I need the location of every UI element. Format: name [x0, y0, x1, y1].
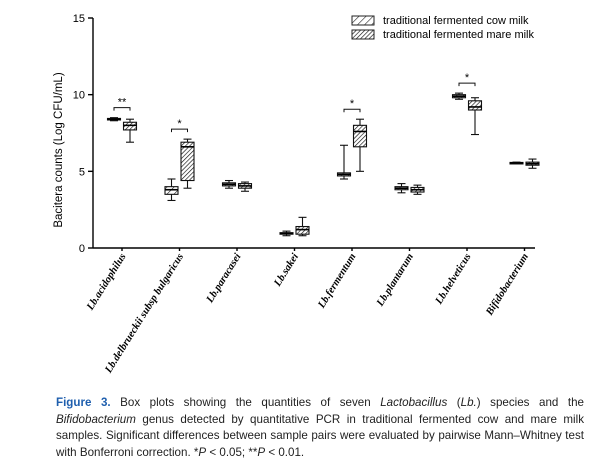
category-label: Lb.sakei [272, 252, 301, 290]
caption-p-symbol-1: P [198, 445, 207, 459]
category-label: Lb.acidophilus [85, 252, 129, 313]
caption-text-6: < 0.01. [265, 445, 305, 459]
caption-text-5: < 0.05; ** [206, 445, 258, 459]
category-label: Lb.fermentum [316, 252, 359, 311]
significance-label: ** [118, 97, 127, 109]
y-tick-label: 10 [73, 90, 85, 102]
legend-swatch-cow [351, 15, 375, 26]
legend: traditional fermented cow milk tradition… [351, 15, 535, 41]
y-tick-label: 15 [73, 13, 85, 25]
y-tick-label: 0 [79, 243, 85, 255]
significance-marker: * [171, 118, 188, 133]
significance-label: * [465, 72, 470, 84]
box-body [352, 124, 368, 148]
box-mare [180, 138, 195, 189]
caption-p-symbol-2: P [257, 445, 266, 459]
legend-item-mare: traditional fermented mare milk [351, 29, 535, 41]
caption-figure-label: Figure 3. [56, 396, 111, 409]
significance-label: * [177, 118, 182, 130]
significance-layer: ***** [113, 72, 476, 133]
significance-marker: ** [113, 97, 131, 111]
significance-marker: * [343, 98, 361, 113]
caption-text-3: ) species and the [476, 396, 584, 409]
legend-swatch-mare [351, 29, 375, 40]
y-axis: 0 5 10 15 [73, 13, 94, 255]
box-cow [336, 144, 352, 180]
significance-bracket [113, 107, 131, 111]
caption-text-4: genus detected by quantitative PCR in tr… [56, 412, 584, 459]
box-body [467, 100, 483, 111]
legend-label-mare: traditional fermented mare milk [383, 29, 535, 41]
significance-bracket [458, 82, 476, 87]
box-cow [394, 183, 409, 194]
y-tick-label: 5 [79, 166, 85, 178]
box-cow [221, 179, 237, 189]
box-mare [122, 118, 138, 143]
significance-marker: * [458, 72, 476, 87]
category-label: Bifidobacterium [484, 252, 531, 319]
legend-item-cow: traditional fermented cow milk [351, 15, 529, 27]
category-label: Lb.plantarum [374, 252, 416, 309]
box-cow [509, 161, 524, 165]
caption-genus-lactobacillus: Lactobacillus [380, 396, 448, 409]
box-mare [295, 216, 310, 237]
figure-caption: Figure 3. Box plots showing the quantiti… [56, 395, 584, 461]
boxes-layer [106, 92, 540, 237]
box-cow [451, 92, 467, 100]
box-cow [106, 117, 122, 122]
box-mare [467, 97, 483, 136]
box-cow [279, 230, 294, 237]
box-cow [164, 178, 179, 202]
significance-bracket [171, 128, 188, 133]
box-mare [352, 118, 368, 172]
y-axis-label: Bacitera counts (Log CFU/mL) [53, 72, 65, 227]
significance-bracket [343, 108, 361, 113]
box-mare [525, 158, 540, 169]
caption-genus-bifidobacterium: Bifidobacterium [56, 412, 136, 426]
category-label: Lb.helveticus [433, 252, 473, 307]
caption-abbrev: Lb. [460, 396, 477, 409]
caption-text-1: Box plots showing the quantities of seve… [110, 396, 381, 409]
legend-label-cow: traditional fermented cow milk [383, 15, 529, 27]
caption-text-2: ( [447, 396, 461, 409]
box-mare [410, 184, 425, 195]
box-body [180, 141, 195, 182]
category-label: Lb.paracasei [204, 252, 243, 306]
significance-label: * [350, 98, 355, 110]
box-mare [237, 181, 253, 192]
